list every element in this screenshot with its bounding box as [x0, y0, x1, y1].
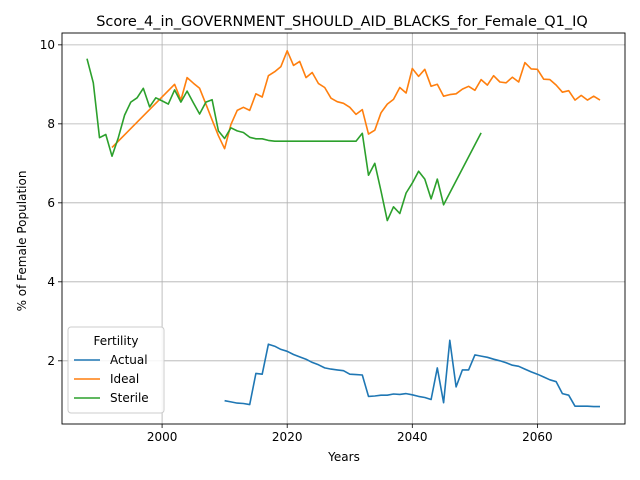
- legend-label-ideal: Ideal: [110, 372, 139, 386]
- legend-title: Fertility: [93, 334, 138, 348]
- x-axis-label: Years: [327, 450, 360, 464]
- x-tick-label: 2020: [272, 430, 303, 444]
- y-tick-label: 6: [47, 196, 55, 210]
- chart-title: Score_4_in_GOVERNMENT_SHOULD_AID_BLACKS_…: [96, 14, 588, 30]
- y-tick-label: 8: [47, 117, 55, 131]
- series-line-actual: [224, 339, 600, 408]
- series-line-sterile: [86, 58, 482, 222]
- legend-box: [67, 326, 165, 414]
- y-axis-ticks: 2 4 6 8 10: [40, 38, 62, 368]
- x-axis-ticks: 2000 2020 2040 2060: [147, 424, 553, 444]
- y-axis-label: % of Female Population: [15, 171, 29, 312]
- plot-frame: [61, 32, 626, 425]
- grid: [62, 33, 625, 424]
- series-line-ideal: [111, 50, 601, 150]
- y-tick-label: 10: [40, 38, 55, 52]
- series-lines: [86, 50, 601, 408]
- x-tick-label: 2060: [522, 430, 553, 444]
- x-tick-label: 2000: [147, 430, 178, 444]
- legend: Fertility Actual Ideal Sterile: [67, 326, 165, 414]
- y-tick-label: 4: [47, 275, 55, 289]
- y-tick-label: 2: [47, 354, 55, 368]
- legend-items: Actual Ideal Sterile: [74, 353, 149, 405]
- x-tick-label: 2040: [397, 430, 428, 444]
- legend-label-actual: Actual: [110, 353, 148, 367]
- legend-label-sterile: Sterile: [110, 391, 149, 405]
